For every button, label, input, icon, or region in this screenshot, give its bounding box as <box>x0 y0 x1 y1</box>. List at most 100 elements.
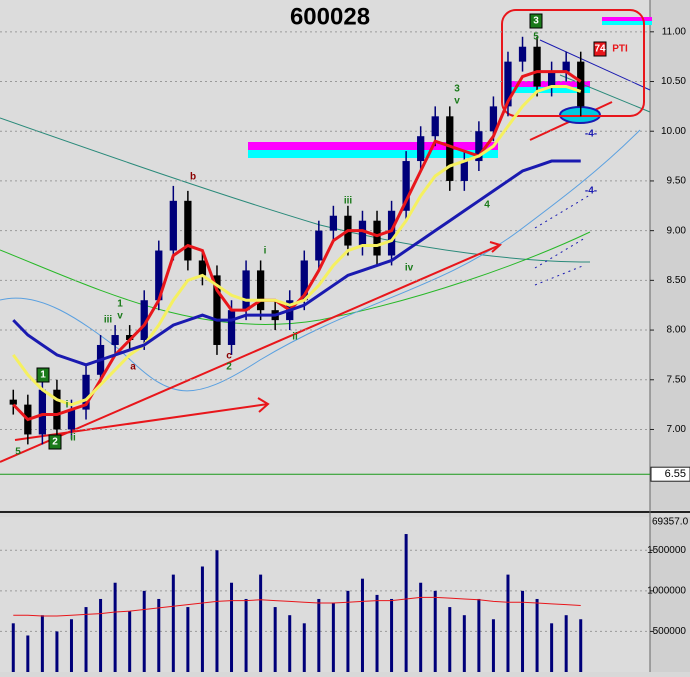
annotation: 5 <box>533 32 539 43</box>
candle-body <box>256 270 265 311</box>
candle-body <box>126 335 134 340</box>
annotation: 2 <box>226 362 232 373</box>
candle-body <box>547 71 556 87</box>
annotation-box <box>48 434 62 450</box>
y-tick-label: 11.00 <box>662 26 687 37</box>
band-line <box>0 129 641 392</box>
y-tick-label: 500000 <box>653 626 687 637</box>
candle-body <box>227 310 236 345</box>
volume-bar <box>390 598 394 672</box>
candle-body <box>82 374 90 410</box>
candle-body <box>417 136 425 162</box>
y-tick-label: 7.50 <box>667 374 687 385</box>
volume-bar <box>215 550 219 672</box>
arrow-head <box>257 397 270 413</box>
annotation: c <box>226 351 232 362</box>
candle-body <box>402 161 410 211</box>
ma-green <box>0 231 591 326</box>
annotation: -4- <box>585 186 597 197</box>
annotation: v <box>454 96 460 107</box>
volume-bar <box>360 578 364 672</box>
volume-bar <box>55 631 59 672</box>
candle-body <box>242 270 250 311</box>
volume-bar <box>69 619 73 672</box>
moving-average <box>12 84 582 407</box>
moving-average <box>12 159 581 367</box>
volume-average <box>13 596 581 617</box>
price-axis <box>650 0 690 510</box>
annotation: ii <box>70 433 76 444</box>
volume-bar <box>506 574 510 672</box>
candle-body <box>67 409 76 430</box>
annotation: 2 <box>52 437 58 448</box>
zone-cyan <box>508 87 590 93</box>
annotation: 5 <box>15 447 21 458</box>
candle-body <box>198 260 207 276</box>
highlight-box <box>501 9 645 117</box>
volume-bar <box>113 582 117 672</box>
candle-body <box>431 116 439 137</box>
candle-body <box>446 116 454 181</box>
volume-header: 69357.0 <box>652 517 689 528</box>
y-tick-label: 10.50 <box>661 76 686 87</box>
volume-bar <box>317 598 321 672</box>
zone-cyan <box>602 21 652 25</box>
volume-bar <box>40 615 44 672</box>
candle-body <box>53 389 61 430</box>
volume-bar <box>142 590 146 672</box>
chart-title: 600028 <box>290 3 370 30</box>
volume-bar <box>273 607 277 672</box>
volume-bar <box>26 635 30 672</box>
candle-body <box>489 106 498 132</box>
volume-bar <box>157 598 161 672</box>
candle-body <box>140 300 148 340</box>
candle-body <box>38 389 47 435</box>
annotation: iv <box>405 263 414 274</box>
annotation: ii <box>292 332 298 343</box>
candle-body <box>300 260 308 301</box>
volume-bar <box>375 594 379 672</box>
volume-bar <box>346 590 350 672</box>
volume-bar <box>521 590 525 672</box>
volume-bar <box>477 598 481 672</box>
candle-body <box>155 250 163 301</box>
annotation-box <box>593 41 607 57</box>
annotation: iii <box>104 315 113 326</box>
volume-bar <box>186 607 190 672</box>
y-tick-label: 9.50 <box>667 176 687 187</box>
candle-body <box>577 61 585 107</box>
volume-bar <box>259 574 263 672</box>
annotation: 74 <box>594 44 606 55</box>
volume-bar <box>404 534 408 672</box>
annotation-box <box>36 367 50 383</box>
candle-body <box>562 61 570 72</box>
annotation: b <box>190 172 196 183</box>
candle-body <box>387 210 396 256</box>
candle-body <box>213 275 221 345</box>
volume-bar <box>244 598 248 672</box>
price-label-box <box>650 466 690 482</box>
volume-bar <box>331 603 335 672</box>
volume-bar <box>433 590 437 672</box>
volume-axis <box>650 517 690 672</box>
annotation: -4- <box>585 129 597 140</box>
candle-body <box>533 46 541 87</box>
candle-body <box>358 220 367 246</box>
volume-bar <box>230 582 234 672</box>
y-tick-label: 1500000 <box>647 545 686 556</box>
annotation: v <box>117 311 123 322</box>
volume-panel <box>0 517 650 672</box>
volume-bar <box>11 623 15 672</box>
y-tick-label: 1000000 <box>647 585 686 596</box>
annotation: a <box>130 362 136 373</box>
y-tick-label: 10.00 <box>661 126 686 137</box>
volume-bar <box>99 598 103 672</box>
zone-cyan <box>248 150 498 158</box>
arrow-head <box>489 241 503 253</box>
volume-bar <box>550 623 554 672</box>
projection <box>534 194 591 286</box>
volume-bar <box>84 607 88 672</box>
candle-body <box>329 215 338 231</box>
volume-bar <box>171 574 175 672</box>
